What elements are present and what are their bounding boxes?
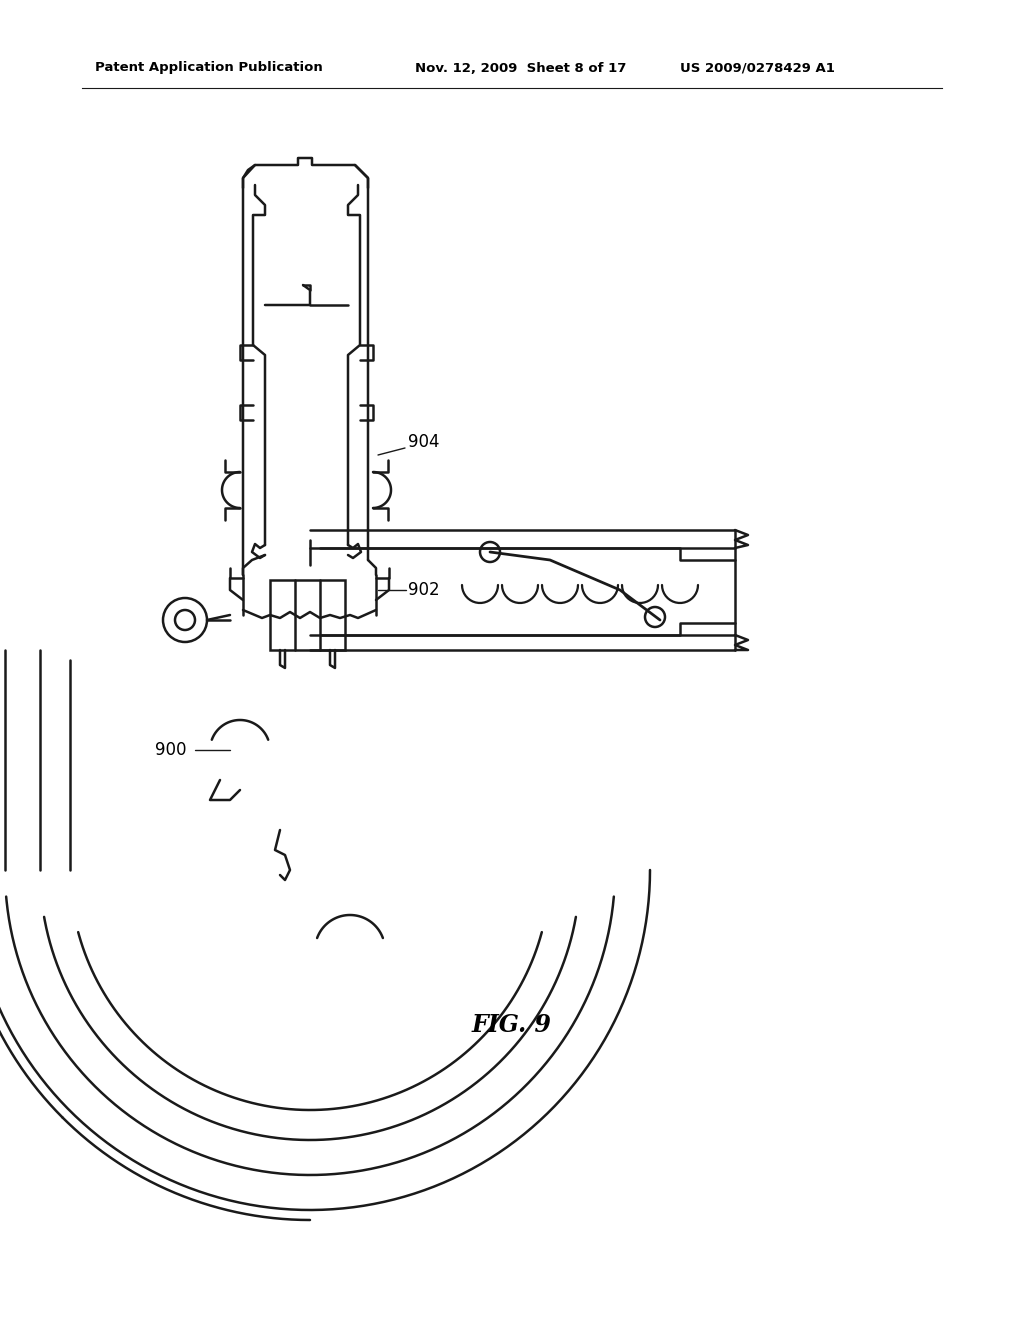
Polygon shape xyxy=(270,579,345,649)
Text: 904: 904 xyxy=(408,433,439,451)
Text: Nov. 12, 2009  Sheet 8 of 17: Nov. 12, 2009 Sheet 8 of 17 xyxy=(415,62,627,74)
Text: 900: 900 xyxy=(155,741,186,759)
Text: FIG. 9: FIG. 9 xyxy=(472,1012,552,1038)
Text: Patent Application Publication: Patent Application Publication xyxy=(95,62,323,74)
Text: 902: 902 xyxy=(408,581,439,599)
Text: US 2009/0278429 A1: US 2009/0278429 A1 xyxy=(680,62,835,74)
